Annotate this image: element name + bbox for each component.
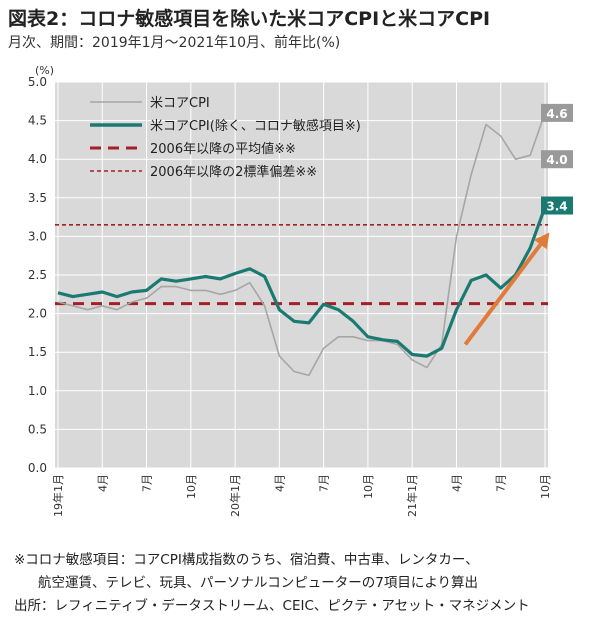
end-labels: 4.6 4.0 3.4 <box>541 103 573 215</box>
y-tick-label: 3.5 <box>28 191 47 205</box>
series-line-core-cpi <box>57 112 546 377</box>
y-tick-label: 4.0 <box>28 152 47 166</box>
y-tick-label: 2.5 <box>28 268 47 282</box>
footnote-line-2: 航空運賃、テレビ、玩具、パーソナルコンピューターの7項目により算出 <box>38 575 479 591</box>
arrow-shaft <box>463 243 543 346</box>
footnote-line-1: ※コロナ敏感項目：コアCPI構成指数のうち、宿泊費、中古車、レンタカー、 <box>14 552 479 568</box>
y-tick-label: 5.0 <box>28 75 47 89</box>
footnote-source: 出所：レフィニティブ・データストリーム、CEIC、ピクテ・アセット・マネジメント <box>14 598 530 614</box>
reference-lines <box>55 224 548 306</box>
legend: 米コアCPI 米コアCPI(除く、コロナ敏感項目※) 2006年以降の平均値※※ 20… <box>90 96 361 180</box>
end-label-text: 4.6 <box>546 107 567 121</box>
x-tick-label: 10月 <box>539 474 552 499</box>
series-lines <box>57 112 547 377</box>
trend-arrow <box>463 232 550 346</box>
legend-label: 2006年以降の2標準偏差※※ <box>150 164 317 180</box>
x-tick-label: 7月 <box>495 474 508 492</box>
legend-label: 2006年以降の平均値※※ <box>150 141 296 157</box>
y-tick-label: 0.0 <box>28 461 47 475</box>
x-tick-label: 4月 <box>273 474 286 492</box>
end-label-text: 3.4 <box>546 200 567 214</box>
legend-label: 米コアCPI <box>150 96 210 111</box>
x-tick-label: 10月 <box>185 474 198 499</box>
y-tick-label: 1.0 <box>28 384 47 398</box>
arrow-head <box>534 232 550 250</box>
chart-subtitle: 月次、期間：2019年1月～2021年10月、前年比(%) <box>8 35 341 51</box>
x-axis-ticks: 19年1月 4月 7月 10月 20年1月 4月 7月 10月 21年1月 4月 7月 10月 <box>51 474 552 517</box>
y-tick-label: 3.0 <box>28 229 47 243</box>
end-label-box <box>541 150 573 169</box>
x-tick-label: 21年1月 <box>405 474 419 517</box>
x-tick-label: 19年1月 <box>51 474 65 517</box>
line-chart: 5.0 4.5 4.0 3.5 3.0 2.5 2.0 1.5 1.0 0.5 0.0 (%) 4.… <box>28 64 573 517</box>
y-tick-label: 4.5 <box>28 114 47 128</box>
y-tick-label: 0.5 <box>28 422 47 436</box>
x-tick-label: 7月 <box>141 474 154 492</box>
x-tick-label: 7月 <box>318 474 331 492</box>
end-label-box <box>541 103 573 122</box>
end-label-text: 4.0 <box>546 153 567 167</box>
x-tick-label: 10月 <box>362 474 375 499</box>
y-tick-label: 2.0 <box>28 307 47 321</box>
end-label-box <box>541 196 573 215</box>
y-axis-ticks: 5.0 4.5 4.0 3.5 3.0 2.5 2.0 1.5 1.0 0.5 0.0 <box>28 75 47 475</box>
x-tick-label: 4月 <box>96 474 109 492</box>
y-tick-label: 1.5 <box>28 345 47 359</box>
legend-label: 米コアCPI(除く、コロナ敏感項目※) <box>150 118 361 134</box>
x-tick-label: 20年1月 <box>228 474 242 517</box>
series-line-core-cpi-ex-covid <box>57 206 547 358</box>
y-axis-unit: (%) <box>35 64 54 77</box>
x-tick-label: 4月 <box>451 474 464 492</box>
chart-title: 図表2：コロナ敏感項目を除いた米コアCPIと米コアCPI <box>8 8 491 30</box>
